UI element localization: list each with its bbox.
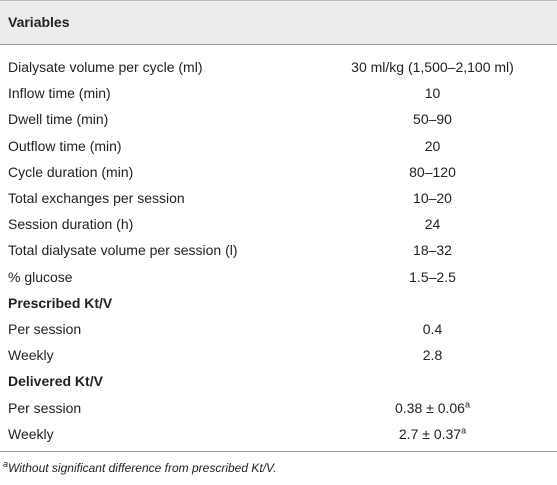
- row-value: 18–32: [310, 237, 555, 263]
- table-header: Variables: [0, 0, 557, 45]
- table-row: Dialysate volume per cycle (ml) 30 ml/kg …: [0, 54, 557, 80]
- value-note: a: [461, 425, 467, 436]
- value-text: 10: [424, 85, 441, 102]
- section-row: Prescribed Kt/V: [0, 290, 557, 316]
- table-row: Dwell time (min) 50–90: [0, 106, 557, 132]
- table-row: Weekly 2.7 ± 0.37a: [0, 421, 557, 447]
- table-row: Total exchanges per session 10–20: [0, 185, 557, 211]
- row-label: Session duration (h): [8, 216, 134, 233]
- table-row: % glucose 1.5–2.5: [0, 264, 557, 290]
- value-text: 0.38 ± 0.06: [395, 399, 465, 416]
- value-text: 50–90: [413, 111, 452, 128]
- table-row: Cycle duration (min) 80–120: [0, 159, 557, 185]
- value-text: 1.5–2.5: [409, 268, 456, 285]
- row-value: 2.7 ± 0.37a: [310, 421, 555, 447]
- row-label: Weekly: [8, 347, 54, 364]
- table-row: Inflow time (min) 10: [0, 80, 557, 106]
- row-value: 10–20: [310, 185, 555, 211]
- footnote: aWithout significant difference from pre…: [3, 459, 277, 476]
- row-value: 2.8: [310, 342, 555, 368]
- row-label: Dialysate volume per cycle (ml): [8, 59, 203, 75]
- row-label: Total dialysate volume per session (l): [8, 242, 238, 259]
- value-text: 20: [424, 137, 441, 154]
- row-label: Cycle duration (min): [8, 163, 134, 180]
- section-row: Delivered Kt/V: [0, 368, 557, 394]
- row-label: Inflow time (min): [8, 85, 111, 102]
- value-text: 18–32: [413, 242, 452, 259]
- value-note: a: [464, 398, 470, 409]
- section-label: Prescribed Kt/V: [8, 294, 113, 311]
- value-text: 2.7 ± 0.37: [398, 425, 462, 442]
- value-text: 2.8: [422, 347, 443, 364]
- table-row: Weekly 2.8: [0, 342, 557, 368]
- row-value: 0.38 ± 0.06a: [310, 395, 555, 421]
- row-label: Dwell time (min): [8, 111, 109, 128]
- footnote-text: Without significant difference from pres…: [8, 461, 277, 475]
- value-text: 80–120: [409, 163, 456, 180]
- table-row: Session duration (h) 24: [0, 211, 557, 237]
- row-value: 50–90: [310, 106, 555, 132]
- row-value: 10: [310, 80, 555, 106]
- value-text: 24: [424, 216, 441, 233]
- table-row: Outflow time (min) 20: [0, 133, 557, 159]
- row-label: Outflow time (min): [8, 137, 122, 154]
- table-row: Per session 0.4: [0, 316, 557, 342]
- value-text: 30 ml/kg (1,500–2,100 ml): [351, 59, 514, 75]
- row-value: 0.4: [310, 316, 555, 342]
- table-row: Per session 0.38 ± 0.06a: [0, 395, 557, 421]
- row-value: 1.5–2.5: [310, 264, 555, 290]
- row-label: % glucose: [8, 268, 73, 285]
- table-row: Total dialysate volume per session (l) 18…: [0, 237, 557, 263]
- row-label: Weekly: [8, 425, 54, 442]
- footnote-mark: a: [3, 459, 9, 469]
- row-label: Per session: [8, 321, 82, 337]
- bottom-rule: [0, 451, 557, 452]
- row-label: Per session: [8, 399, 82, 416]
- row-label: Total exchanges per session: [8, 190, 185, 206]
- row-value: 80–120: [310, 159, 555, 185]
- section-label: Delivered Kt/V: [8, 373, 103, 390]
- row-value: 30 ml/kg (1,500–2,100 ml): [310, 54, 555, 80]
- value-text: 0.4: [422, 321, 443, 337]
- row-value: 24: [310, 211, 555, 237]
- row-value: 20: [310, 133, 555, 159]
- header-text: Variables: [8, 14, 70, 30]
- value-text: 10–20: [413, 190, 452, 206]
